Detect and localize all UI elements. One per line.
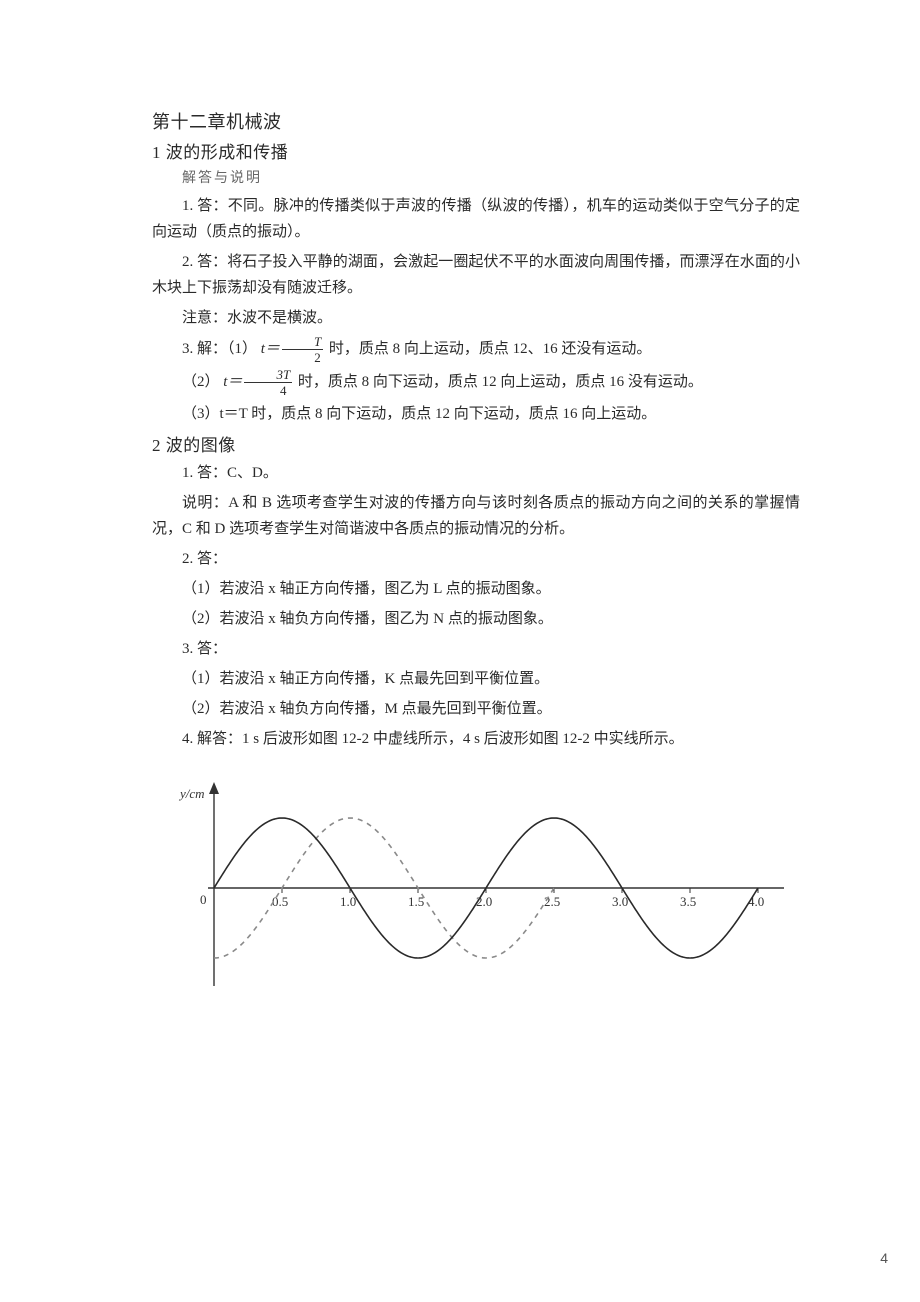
svg-text:0.5: 0.5 (272, 894, 288, 909)
sec2-answer-1-explain: 说明：A 和 B 选项考查学生对波的传播方向与该时刻各质点的振动方向之间的关系的… (152, 490, 800, 542)
fraction-denominator: 4 (244, 383, 292, 397)
sec1-answer-3-part2: （2） t＝3T4 时，质点 8 向下运动，质点 12 向上运动，质点 16 没… (152, 368, 800, 397)
svg-text:y/cm: y/cm (178, 786, 205, 801)
sec2-answer-2: 2. 答： (152, 546, 800, 572)
sec2-answer-4: 4. 解答：1 s 后波形如图 12-2 中虚线所示，4 s 后波形如图 12-… (152, 726, 800, 752)
fraction-numerator: T (282, 335, 323, 350)
text-fragment: （2） (182, 374, 220, 390)
fraction-t-over-2: T2 (282, 335, 323, 364)
svg-text:2.5: 2.5 (544, 894, 560, 909)
sec2-answer-2-part1: （1）若波沿 x 轴正方向传播，图乙为 L 点的振动图象。 (152, 576, 800, 602)
sec2-answer-3-part1: （1）若波沿 x 轴正方向传播，K 点最先回到平衡位置。 (152, 666, 800, 692)
section-1-subhead: 解答与说明 (182, 167, 800, 187)
document-page: 第十二章机械波 1 波的形成和传播 解答与说明 1. 答：不同。脉冲的传播类似于… (0, 0, 920, 1302)
section-2-title: 2 波的图像 (152, 431, 800, 456)
sec1-note: 注意：水波不是横波。 (152, 305, 800, 331)
sec1-answer-2: 2. 答：将石子投入平静的湖面，会激起一圈起伏不平的水面波向周围传播，而漂浮在水… (152, 249, 800, 301)
svg-text:0: 0 (200, 892, 207, 907)
section-1-title: 1 波的形成和传播 (152, 138, 800, 163)
fraction-prefix: t＝ (261, 341, 280, 357)
svg-text:1.0: 1.0 (340, 894, 356, 909)
sec2-answer-3: 3. 答： (152, 636, 800, 662)
sec1-answer-1: 1. 答：不同。脉冲的传播类似于声波的传播（纵波的传播），机车的运动类似于空气分… (152, 193, 800, 245)
fraction-prefix: t＝ (223, 374, 242, 390)
wave-chart: y/cmx/m00.51.01.52.02.53.03.54.0 (174, 766, 800, 1001)
text-fragment: 3. 解：（1） (182, 341, 257, 357)
text-fragment: 时，质点 8 向上运动，质点 12、16 还没有运动。 (329, 341, 652, 357)
fraction-numerator: 3T (244, 368, 292, 383)
text-fragment: 时，质点 8 向下运动，质点 12 向上运动，质点 16 没有运动。 (298, 374, 703, 390)
chapter-title: 第十二章机械波 (152, 108, 800, 134)
page-number: 4 (880, 1250, 888, 1266)
svg-text:1.5: 1.5 (408, 894, 424, 909)
wave-svg: y/cmx/m00.51.01.52.02.53.03.54.0 (174, 766, 784, 996)
sec2-answer-1: 1. 答：C、D。 (152, 460, 800, 486)
svg-text:3.5: 3.5 (680, 894, 696, 909)
sec1-answer-3-part1: 3. 解：（1） t＝T2 时，质点 8 向上运动，质点 12、16 还没有运动… (152, 335, 800, 364)
svg-text:3.0: 3.0 (612, 894, 628, 909)
sec1-answer-3-part3: （3）t＝T 时，质点 8 向下运动，质点 12 向下运动，质点 16 向上运动… (152, 401, 800, 427)
sec2-answer-3-part2: （2）若波沿 x 轴负方向传播，M 点最先回到平衡位置。 (152, 696, 800, 722)
fraction-denominator: 2 (282, 350, 323, 364)
sec2-answer-2-part2: （2）若波沿 x 轴负方向传播，图乙为 N 点的振动图象。 (152, 606, 800, 632)
fraction-3t-over-4: 3T4 (244, 368, 292, 397)
